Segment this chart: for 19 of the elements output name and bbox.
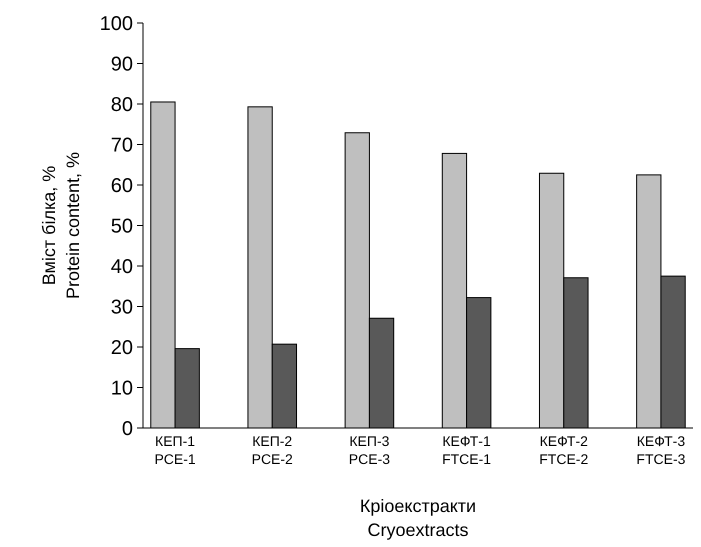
x-tick-label: КЕФТ-1 FTCE-1	[442, 433, 492, 467]
y-tick-label: 60	[110, 175, 133, 197]
y-axis-title: Вміст білка, % Protein content, %	[39, 152, 83, 300]
y-tick-label: 30	[110, 296, 133, 318]
y-tick-label: 20	[110, 337, 133, 359]
x-tick-label: КЕП-2 PCE-2	[252, 433, 294, 467]
y-tick-label: 100	[100, 13, 133, 35]
x-tick-label: КЕФТ-2 FTCE-2	[539, 433, 588, 467]
y-tick-label: 90	[110, 54, 133, 76]
x-tick-label: КЕП-3 PCE-3	[348, 433, 390, 467]
y-tick-label: 70	[110, 134, 133, 156]
y-tick-label: 50	[110, 216, 133, 238]
y-tick-label: 0	[122, 418, 133, 440]
x-tick-label: КЕФТ-3 FTCE-3	[636, 433, 686, 467]
x-tick-label: КЕП-1 PCE-1	[154, 433, 196, 467]
x-axis-title: Кріоекстракти Cryoextracts	[360, 496, 476, 540]
y-tick-label: 10	[110, 378, 133, 400]
y-tick-label: 40	[110, 256, 133, 278]
y-tick-label: 80	[110, 94, 133, 116]
